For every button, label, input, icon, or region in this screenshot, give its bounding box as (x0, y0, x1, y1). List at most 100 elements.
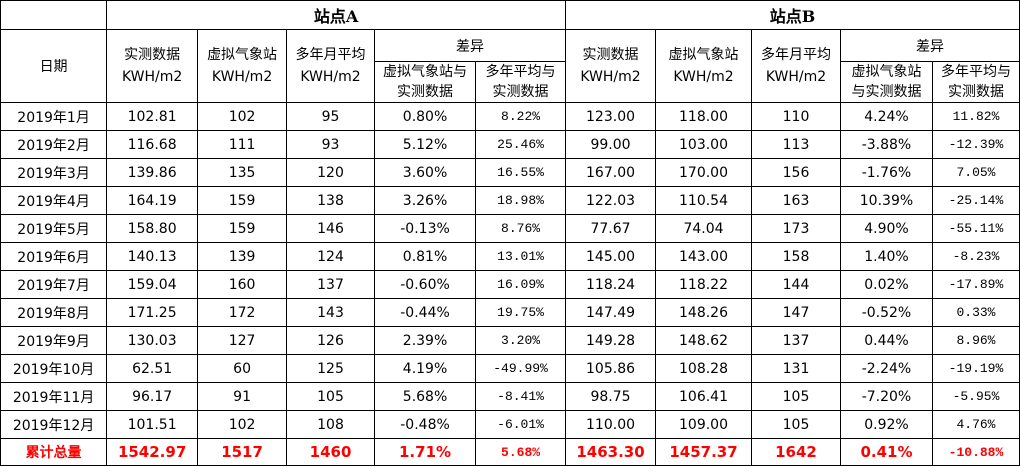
a-virtual-header: 虚拟气象站 KWH/m2 (197, 29, 288, 103)
a-virtual-cell: 135 (197, 158, 288, 187)
a-measured-cell: 139.86 (106, 158, 199, 187)
b-diff-virtual-cell: 1.40% (839, 242, 933, 271)
b-virtual-cell: 103.00 (654, 130, 753, 159)
b-virtual-cell: 109.00 (654, 410, 753, 439)
table-row: 2019年9月 130.03 127 126 2.39% 3.20% 149.28 148.6… (0, 326, 1020, 355)
a-virtual-cell: 102 (197, 410, 288, 439)
site-header-row: 站点A 站点B (0, 0, 1020, 30)
a-measured-cell: 130.03 (106, 326, 199, 355)
b-diff-virtual-cell: -0.52% (839, 298, 933, 327)
a-diff-virtual-cell: 0.81% (373, 242, 477, 271)
date-cell: 2019年6月 (0, 242, 108, 271)
a-measured-cell: 62.51 (106, 354, 199, 383)
a-measured-cell: 159.04 (106, 270, 199, 299)
b-average-cell: 110 (751, 102, 841, 131)
date-cell: 累计总量 (0, 438, 108, 466)
b-virtual-cell: 118.22 (654, 270, 753, 299)
date-cell: 2019年1月 (0, 102, 108, 131)
a-diff-virtual-cell: -0.60% (373, 270, 477, 299)
corner-cell (0, 0, 108, 30)
a-virtual-cell: 91 (197, 382, 288, 411)
a-diff-average-cell: 13.01% (475, 242, 567, 271)
b-measured-cell: 147.49 (565, 298, 656, 327)
a-virtual-cell: 127 (197, 326, 288, 355)
b-measured-cell: 167.00 (565, 158, 656, 187)
a-average-cell: 1460 (286, 438, 375, 466)
b-diff-virtual-cell: 10.39% (839, 186, 933, 215)
b-average-header: 多年月平均 KWH/m2 (751, 29, 841, 103)
a-measured-cell: 102.81 (106, 102, 199, 131)
a-average-cell: 125 (286, 354, 375, 383)
b-diff-average-cell: -10.88% (931, 438, 1020, 466)
site-b-title: 站点B (565, 0, 1020, 30)
a-average-header: 多年月平均 KWH/m2 (286, 29, 375, 103)
b-diff-virtual-cell: 4.24% (839, 102, 933, 131)
table-row: 2019年6月 140.13 139 124 0.81% 13.01% 145.00 143.… (0, 242, 1020, 271)
b-diff-virtual-cell: -1.76% (839, 158, 933, 187)
a-measured-cell: 171.25 (106, 298, 199, 327)
b-virtual-cell: 110.54 (654, 186, 753, 215)
a-virtual-cell: 60 (197, 354, 288, 383)
b-diff-average-cell: -55.11% (931, 214, 1020, 243)
b-diff-virtual-cell: -3.88% (839, 130, 933, 159)
diff-subheader-row: 虚拟气象站与 实测数据 多年平均与 实测数据 虚拟气象站 与实测数据 多年平均与 实测数… (1, 61, 1020, 103)
b-diff-virtual-cell: 0.02% (839, 270, 933, 299)
b-diff-header: 差异 (839, 29, 1020, 62)
a-diff-average-cell: -8.41% (475, 382, 567, 411)
b-virtual-cell: 170.00 (654, 158, 753, 187)
a-diff-virtual-cell: 2.39% (373, 326, 477, 355)
a-average-cell: 124 (286, 242, 375, 271)
b-virtual-cell: 143.00 (654, 242, 753, 271)
a-measured-cell: 140.13 (106, 242, 199, 271)
b-diff-average-cell: 0.33% (931, 298, 1020, 327)
b-diff-average-cell: -5.95% (931, 382, 1020, 411)
a-diff-average-cell: 18.98% (475, 186, 567, 215)
site-a-title: 站点A (106, 0, 567, 30)
b-average-cell: 158 (751, 242, 841, 271)
b-diff-average-header: 多年平均与 实测数据 (931, 61, 1020, 103)
a-diff-average-header: 多年平均与 实测数据 (475, 61, 567, 103)
table-row: 2019年3月 139.86 135 120 3.60% 16.55% 167.00 170.… (0, 158, 1020, 187)
b-average-cell: 156 (751, 158, 841, 187)
table-row: 2019年1月 102.81 102 95 0.80% 8.22% 123.00 118.00… (0, 102, 1020, 131)
b-diff-virtual-cell: -7.20% (839, 382, 933, 411)
b-diff-virtual-cell: 0.92% (839, 410, 933, 439)
b-measured-cell: 149.28 (565, 326, 656, 355)
a-diff-average-cell: 16.55% (475, 158, 567, 187)
a-diff-virtual-cell: -0.13% (373, 214, 477, 243)
b-diff-average-cell: -25.14% (931, 186, 1020, 215)
b-measured-header: 实测数据 KWH/m2 (565, 29, 656, 103)
b-average-cell: 173 (751, 214, 841, 243)
a-diff-average-cell: 19.75% (475, 298, 567, 327)
a-measured-cell: 164.19 (106, 186, 199, 215)
a-measured-cell: 116.68 (106, 130, 199, 159)
a-diff-average-cell: -49.99% (475, 354, 567, 383)
b-average-cell: 144 (751, 270, 841, 299)
b-diff-average-cell: -17.89% (931, 270, 1020, 299)
table-row: 2019年12月 101.51 102 108 -0.48% -6.01% 110.00 10… (0, 410, 1020, 439)
b-average-cell: 105 (751, 382, 841, 411)
b-average-cell: 113 (751, 130, 841, 159)
a-diff-virtual-cell: -0.44% (373, 298, 477, 327)
column-header-row: 日期 实测数据 KWH/m2 虚拟气象站 KWH/m2 多年月平均 KWH/m2 差异… (0, 29, 1020, 103)
b-diff-average-cell: 8.96% (931, 326, 1020, 355)
b-virtual-header: 虚拟气象站 KWH/m2 (654, 29, 753, 103)
b-diff-virtual-cell: 4.90% (839, 214, 933, 243)
a-diff-header: 差异 (373, 29, 567, 62)
a-average-cell: 108 (286, 410, 375, 439)
b-diff-average-cell: 11.82% (931, 102, 1020, 131)
b-diff-average-cell: 7.05% (931, 158, 1020, 187)
date-cell: 2019年8月 (0, 298, 108, 327)
a-diff-virtual-cell: 1.71% (373, 438, 477, 466)
b-diff-virtual-header: 虚拟气象站 与实测数据 (839, 61, 933, 103)
date-cell: 2019年9月 (0, 326, 108, 355)
a-virtual-cell: 139 (197, 242, 288, 271)
a-average-cell: 138 (286, 186, 375, 215)
table-row: 2019年4月 164.19 159 138 3.26% 18.98% 122.03 110.… (0, 186, 1020, 215)
table-row: 2019年8月 171.25 172 143 -0.44% 19.75% 147.49 148… (0, 298, 1020, 327)
b-measured-cell: 1463.30 (565, 438, 656, 466)
b-virtual-cell: 74.04 (654, 214, 753, 243)
a-measured-cell: 96.17 (106, 382, 199, 411)
